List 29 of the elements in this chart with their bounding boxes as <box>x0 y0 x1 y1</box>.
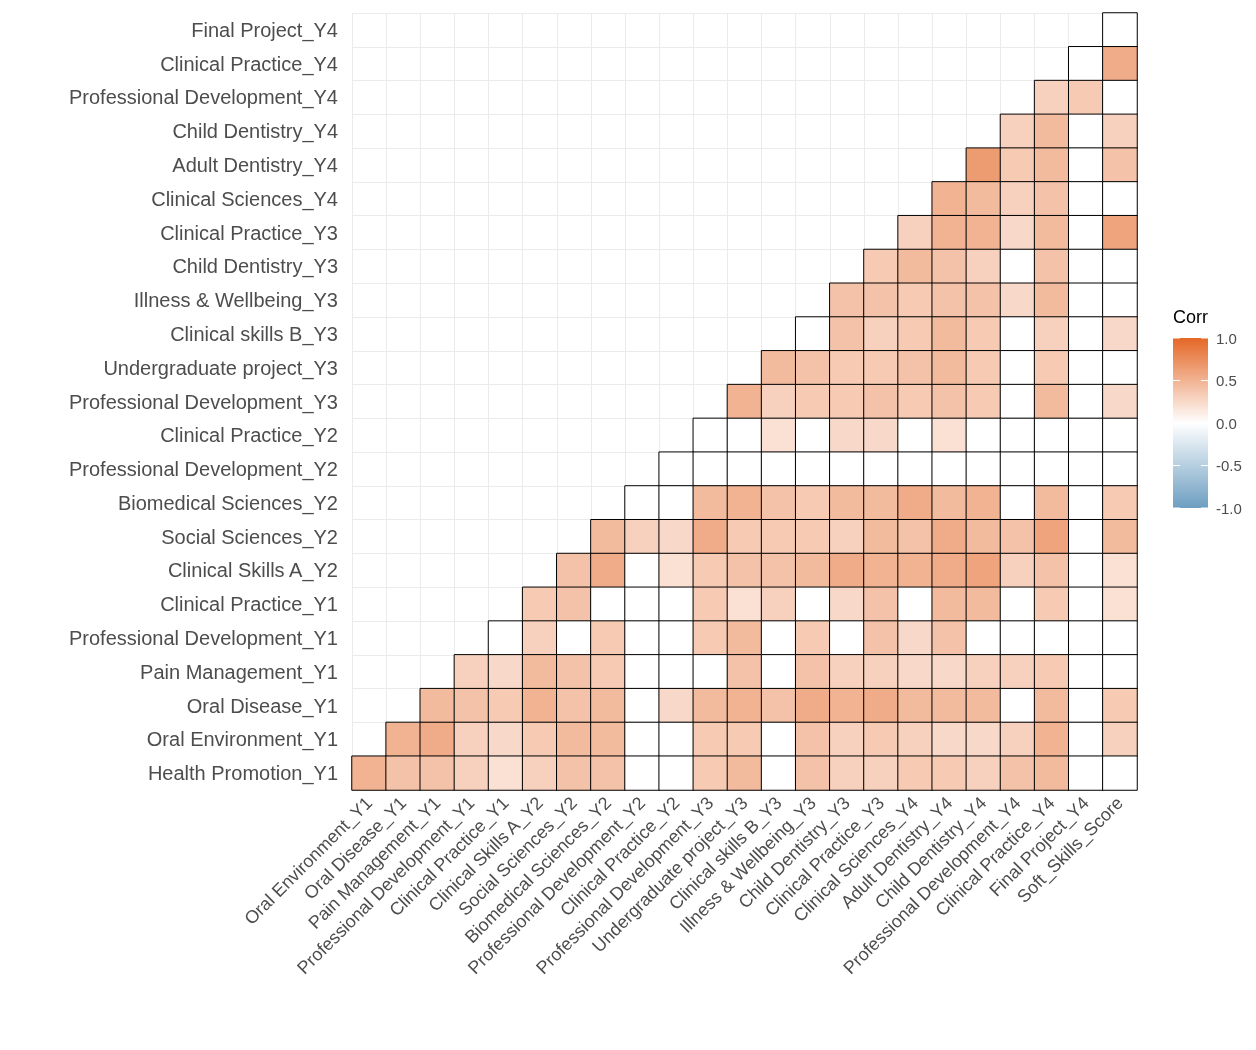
color-bar-title: Corr <box>1173 307 1208 327</box>
y-tick-label: Social Sciences_Y2 <box>161 525 338 549</box>
color-bar-label: 0.5 <box>1216 372 1237 389</box>
y-tick-label: Final Project_Y4 <box>191 18 338 42</box>
y-tick-label: Child Dentistry_Y4 <box>172 120 338 144</box>
y-tick-label: Clinical skills B_Y3 <box>170 322 338 346</box>
y-tick-label: Clinical Practice_Y2 <box>160 424 338 448</box>
y-tick-label: Professional Development_Y3 <box>68 390 338 414</box>
y-tick-label: Health Promotion_Y1 <box>147 762 338 786</box>
y-tick-label: Biomedical Sciences_Y2 <box>117 491 338 515</box>
y-tick-label: Clinical Practice_Y4 <box>160 52 338 76</box>
color-bar-label: -1.0 <box>1216 499 1242 517</box>
y-tick-label: Child Dentistry_Y3 <box>172 255 338 279</box>
y-tick-label: Oral Disease_Y1 <box>186 694 338 718</box>
y-tick-label: Pain Management_Y1 <box>140 660 338 684</box>
y-tick-label: Illness & Wellbeing_Y3 <box>133 289 338 313</box>
y-tick-label: Professional Development_Y2 <box>68 458 338 482</box>
color-bar-label: -0.5 <box>1216 457 1242 474</box>
y-tick-label: Oral Environment_Y1 <box>146 728 338 752</box>
color-bar-label: 1.0 <box>1216 329 1237 347</box>
y-tick-label: Professional Development_Y1 <box>68 626 338 650</box>
y-tick-label: Clinical Practice_Y3 <box>160 221 338 245</box>
y-tick-label: Clinical Practice_Y1 <box>160 593 338 617</box>
color-bar-label: 0.0 <box>1216 414 1237 432</box>
y-tick-label: Adult Dentistry_Y4 <box>172 154 338 178</box>
y-tick-label: Professional Development_Y4 <box>68 86 338 110</box>
y-tick-label: Clinical Skills A_Y2 <box>167 559 338 583</box>
y-tick-label: Clinical Sciences_Y4 <box>151 187 338 211</box>
y-tick-label: Undergraduate project_Y3 <box>103 356 338 380</box>
